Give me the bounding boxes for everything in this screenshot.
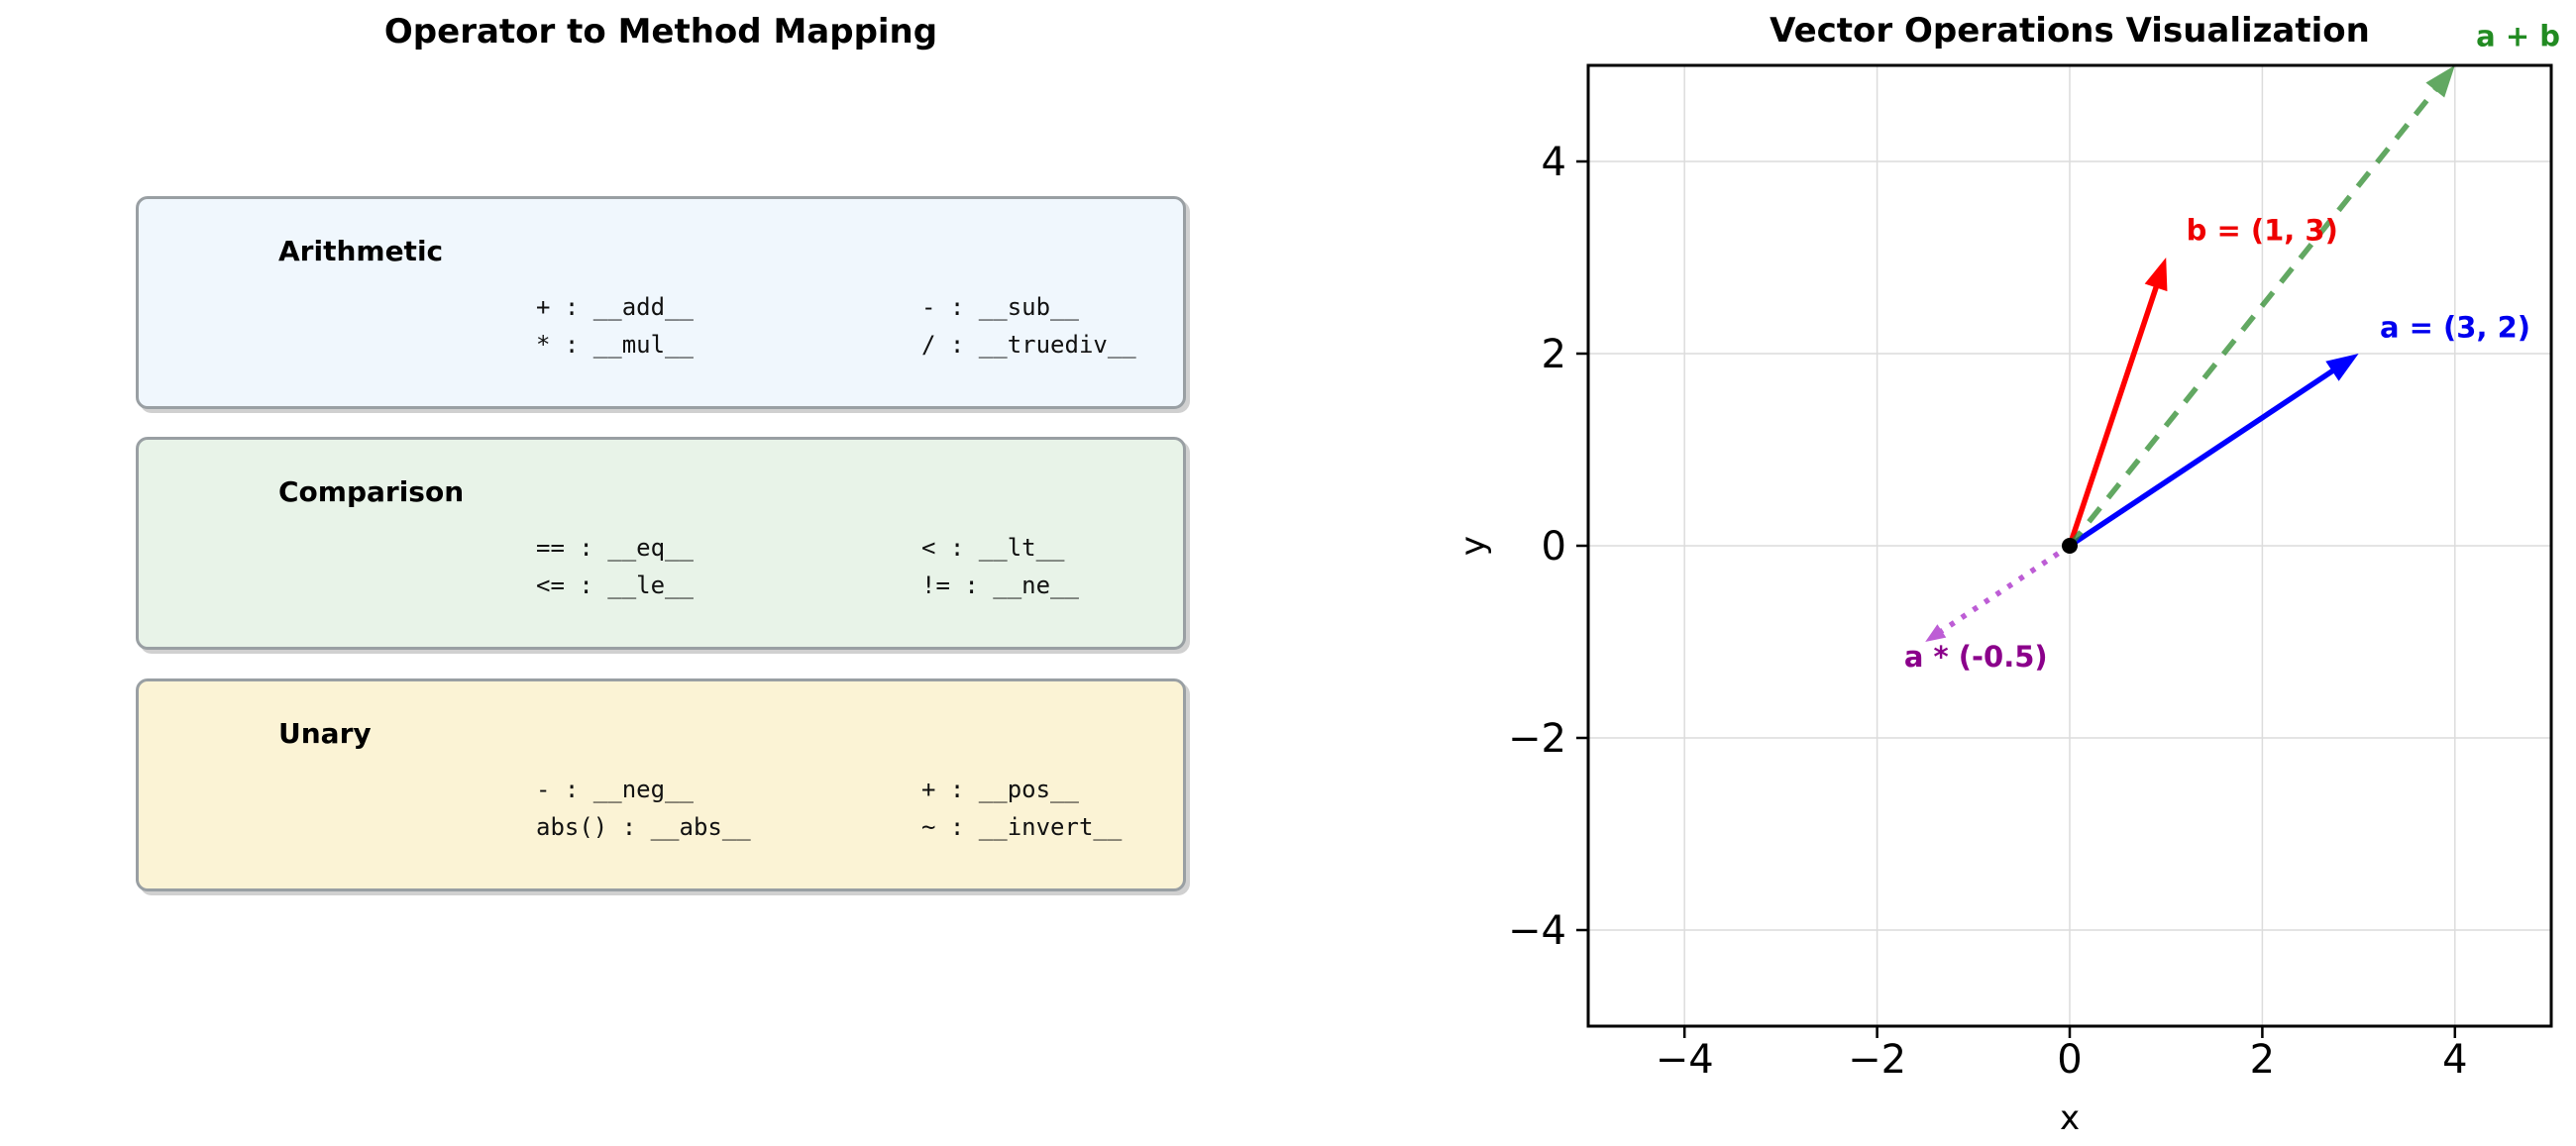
category-box-arithmetic: Arithmetic + : __add__ - : __sub__ * : _… [136,196,1186,409]
y-tick-label: 4 [1542,140,1566,185]
category-box-unary: Unary - : __neg__ + : __pos__ abs() : __… [136,678,1186,891]
category-header: Unary [278,717,372,750]
category-box-comparison: Comparison == : __eq__ < : __lt__ <= : _… [136,437,1186,650]
plot-title: Vector Operations Visualization [1770,11,2370,51]
y-tick-label: −2 [1508,716,1566,762]
mapping-entry: + : __add__ [536,293,694,321]
vector-label: a * (-0.5) [1904,640,2048,674]
vector-arrowhead [2425,65,2455,98]
x-tick-label: −2 [1848,1037,1906,1083]
x-axis-label: x [2060,1098,2080,1138]
y-tick-label: −4 [1508,908,1566,954]
vector-arrow [2068,354,2359,549]
vector-shaft [2068,362,2345,549]
axes-frame [1586,63,2553,1028]
vector-shaft [2067,78,2445,548]
x-tick-label: −4 [1656,1037,1714,1083]
vector-label: a = (3, 2) [2380,311,2530,345]
tick-marks [1576,159,2457,1038]
vector-shaft [2067,274,2163,547]
mapping-entry: + : __pos__ [921,776,1079,803]
vector-label: a + b [2476,20,2560,53]
y-tick-label: 0 [1542,524,1566,570]
x-tick-label: 2 [2250,1037,2275,1083]
y-axis-label: y [1453,536,1493,556]
tick-labels: −4 −2 0 2 4 −4 −2 0 2 4 [1508,140,2467,1083]
category-header: Comparison [278,475,465,508]
x-tick-label: 0 [2057,1037,2082,1083]
mapping-entry: abs() : __abs__ [536,813,751,841]
vector-labels: a = (3, 2) b = (1, 3) a + b a * (-0.5) [1904,20,2560,675]
vector-arrowhead [1925,624,1947,642]
vector-label: b = (1, 3) [2187,214,2338,248]
left-panel-title: Operator to Method Mapping [383,12,938,52]
mapping-entry: * : __mul__ [536,331,694,359]
vector-arrow [1925,543,2072,642]
x-tick-label: 4 [2442,1037,2467,1083]
mapping-entry: - : __neg__ [536,776,694,803]
origin-marker [2062,538,2078,554]
mapping-entry: / : __truediv__ [921,331,1136,359]
vector-arrowhead [2325,354,2359,381]
mapping-entry: < : __lt__ [921,534,1065,562]
y-tick-label: 2 [1542,332,1566,377]
mapping-entry: - : __sub__ [921,293,1079,321]
vector-arrow [2067,65,2455,548]
category-header: Arithmetic [278,235,444,267]
vector-arrow [2067,258,2168,547]
vector-arrows [1925,65,2455,642]
mapping-entry: != : __ne__ [921,572,1079,599]
mapping-entry: == : __eq__ [536,534,694,562]
mapping-entry: <= : __le__ [536,572,694,599]
vector-arrowhead [2144,258,2168,292]
mapping-entry: ~ : __invert__ [921,813,1123,841]
vector-shaft [1933,543,2072,638]
